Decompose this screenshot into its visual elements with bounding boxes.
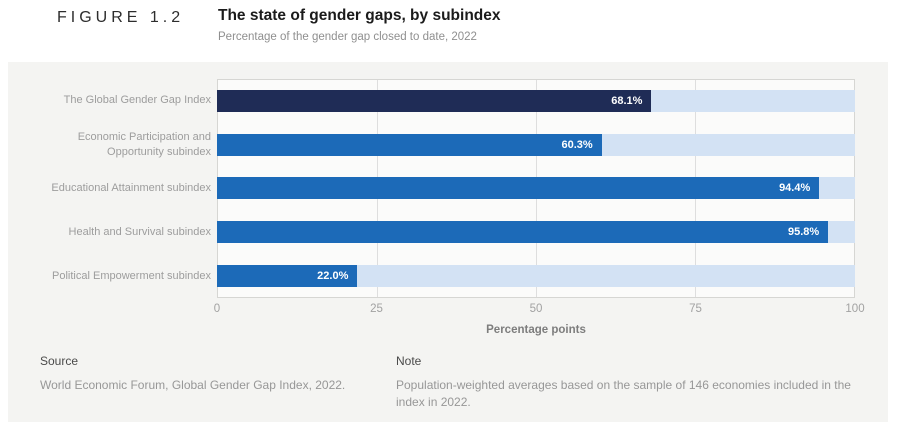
source-heading: Source: [40, 354, 79, 368]
x-axis-title: Percentage points: [486, 324, 586, 336]
x-axis: 0 25 50 75 100: [213, 303, 865, 317]
x-tick-0: 0: [213, 303, 221, 315]
bar-track: 95.8%: [217, 221, 855, 244]
bar-track: 68.1%: [217, 89, 855, 112]
note-heading: Note: [396, 354, 422, 368]
note-text: Population-weighted averages based on th…: [396, 378, 851, 410]
category-label: The Global Gender Gap Index: [63, 94, 211, 107]
bar-health-survival: 95.8%: [217, 221, 829, 244]
x-tick-75: 75: [689, 303, 702, 315]
bar-row: Political Empowerment subindex 22.0%: [38, 254, 855, 298]
bar-row: The Global Gender Gap Index 68.1%: [38, 79, 855, 123]
bar-economic-participation: 60.3%: [217, 133, 602, 156]
bar-track: 94.4%: [217, 177, 855, 200]
source-block: Source World Economic Forum, Global Gend…: [40, 354, 380, 394]
category-label: Economic Participation and Opportunity s…: [77, 130, 211, 158]
bar-educational-attainment: 94.4%: [217, 177, 820, 200]
bar-row: Health and Survival subindex 95.8%: [38, 210, 855, 254]
bar-track: 22.0%: [217, 265, 855, 288]
bar-global-gender-gap-index: 68.1%: [217, 89, 652, 112]
x-tick-100: 100: [845, 303, 865, 315]
category-label: Health and Survival subindex: [68, 225, 211, 238]
bar-row: Educational Attainment subindex 94.4%: [38, 167, 855, 211]
note-block: Note Population-weighted averages based …: [396, 354, 874, 412]
chart-subtitle: Percentage of the gender gap closed to d…: [218, 31, 477, 43]
x-tick-50: 50: [529, 303, 543, 315]
x-tick-25: 25: [370, 303, 383, 315]
bar-track: 60.3%: [217, 133, 855, 156]
bar-political-empowerment: 22.0%: [217, 265, 358, 288]
bar-chart: The Global Gender Gap Index 68.1% Econom…: [38, 79, 855, 298]
chart-title: The state of gender gaps, by subindex: [218, 7, 501, 24]
category-label: Political Empowerment subindex: [52, 269, 211, 282]
category-label: Educational Attainment subindex: [51, 182, 211, 195]
figure-number-label: FIGURE 1.2: [57, 9, 185, 26]
bar-row: Economic Participation and Opportunity s…: [38, 123, 855, 167]
source-text: World Economic Forum, Global Gender Gap …: [40, 378, 346, 392]
